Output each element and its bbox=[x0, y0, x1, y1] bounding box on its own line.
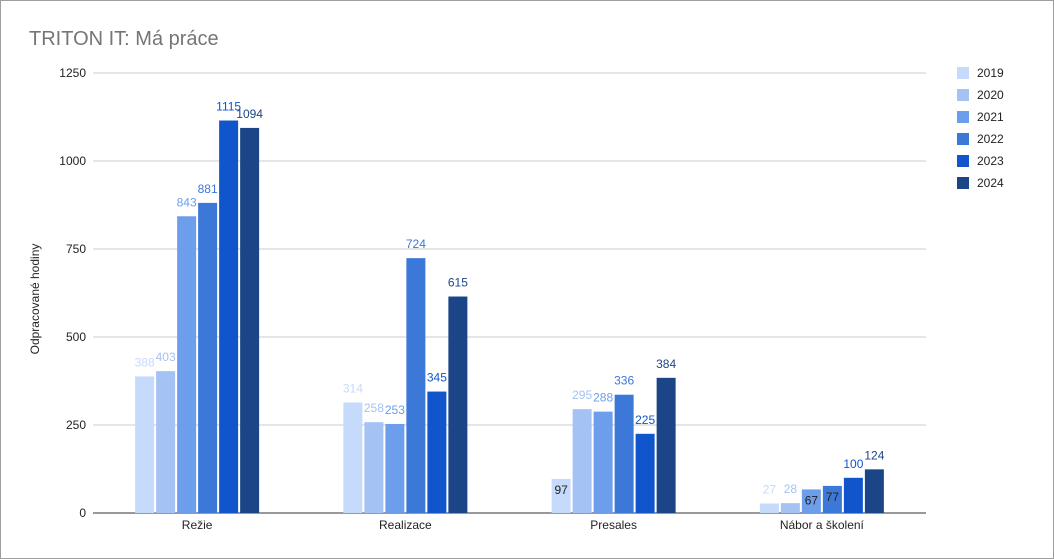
legend-label: 2019 bbox=[977, 66, 1004, 80]
data-label: 615 bbox=[448, 276, 468, 290]
bar bbox=[343, 402, 363, 513]
legend-swatch bbox=[957, 67, 969, 79]
legend-swatch bbox=[957, 177, 969, 189]
bar bbox=[551, 478, 571, 513]
data-label: 345 bbox=[427, 371, 447, 385]
bar bbox=[843, 477, 863, 513]
data-label: 27 bbox=[763, 482, 777, 496]
bar bbox=[385, 423, 405, 513]
bar bbox=[406, 258, 426, 513]
y-tick-label: 0 bbox=[79, 506, 86, 520]
data-label: 384 bbox=[656, 357, 676, 371]
data-label: 288 bbox=[593, 391, 613, 405]
data-label: 388 bbox=[135, 355, 155, 369]
bar bbox=[240, 127, 260, 514]
legend-label: 2020 bbox=[977, 88, 1004, 102]
data-label: 258 bbox=[364, 401, 384, 415]
bar bbox=[135, 376, 155, 513]
data-label: 253 bbox=[385, 403, 405, 417]
bar bbox=[219, 120, 239, 514]
data-label: 1094 bbox=[236, 107, 263, 121]
legend-label: 2023 bbox=[977, 154, 1004, 168]
legend-swatch bbox=[957, 155, 969, 167]
data-label: 67 bbox=[805, 493, 819, 507]
legend-swatch bbox=[957, 89, 969, 101]
y-tick-label: 1000 bbox=[59, 154, 86, 168]
bar bbox=[635, 433, 655, 513]
x-tick-label: Realizace bbox=[379, 518, 432, 532]
bar bbox=[801, 489, 821, 513]
legend-label: 2022 bbox=[977, 132, 1004, 146]
bar bbox=[198, 202, 218, 513]
legend-label: 2024 bbox=[977, 176, 1004, 190]
data-label: 295 bbox=[572, 388, 592, 402]
bar bbox=[593, 411, 613, 513]
data-label: 124 bbox=[864, 448, 884, 462]
data-label: 1115 bbox=[216, 100, 241, 114]
y-tick-label: 750 bbox=[66, 242, 86, 256]
data-label: 881 bbox=[198, 182, 218, 196]
x-tick-label: Presales bbox=[590, 518, 637, 532]
x-tick-label: Nábor a školení bbox=[780, 518, 865, 532]
data-label: 28 bbox=[784, 482, 798, 496]
bar bbox=[656, 377, 676, 513]
legend-swatch bbox=[957, 133, 969, 145]
data-label: 724 bbox=[406, 237, 426, 251]
chart-title: TRITON IT: Má práce bbox=[29, 28, 219, 50]
bar bbox=[780, 503, 800, 513]
data-label: 77 bbox=[826, 490, 840, 504]
bar bbox=[864, 469, 884, 513]
data-label: 403 bbox=[156, 350, 176, 364]
y-tick-label: 1250 bbox=[59, 66, 86, 80]
data-label: 100 bbox=[843, 457, 863, 471]
data-label: 843 bbox=[177, 195, 197, 209]
data-label: 97 bbox=[554, 483, 568, 497]
y-tick-label: 500 bbox=[66, 330, 86, 344]
bar bbox=[572, 409, 592, 513]
legend-label: 2021 bbox=[977, 110, 1004, 124]
bar bbox=[448, 296, 468, 513]
bar bbox=[364, 422, 384, 513]
bar bbox=[427, 391, 447, 513]
y-tick-label: 250 bbox=[66, 418, 86, 432]
data-label: 225 bbox=[635, 413, 655, 427]
data-label: 314 bbox=[343, 381, 363, 395]
data-label: 336 bbox=[614, 374, 634, 388]
bar bbox=[822, 485, 842, 513]
legend-swatch bbox=[957, 111, 969, 123]
bar bbox=[156, 371, 176, 513]
bar bbox=[614, 394, 634, 513]
x-tick-label: Režie bbox=[182, 518, 213, 532]
bar bbox=[177, 216, 197, 513]
bar bbox=[759, 503, 779, 513]
